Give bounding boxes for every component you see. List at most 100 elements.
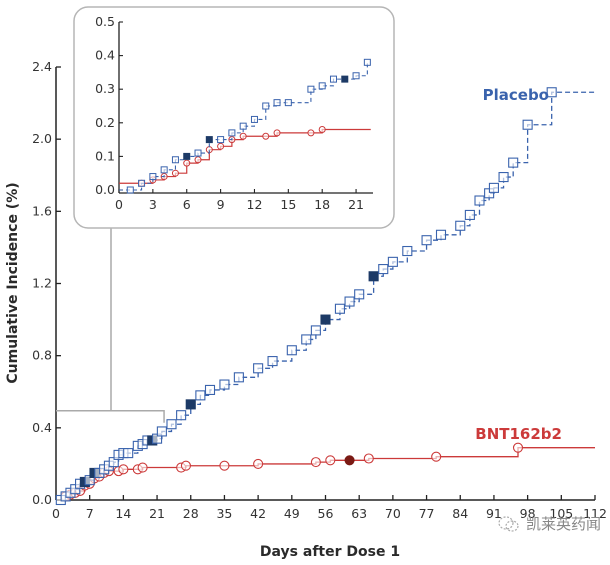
inset-placebo-marker <box>352 72 360 80</box>
inset-placebo-marker <box>284 99 292 107</box>
inset-placebo-marker <box>194 149 202 157</box>
wechat-icon <box>498 515 519 532</box>
inset-y-tick-label: 0.2 <box>95 115 115 130</box>
placebo-marker <box>508 157 519 168</box>
inset-placebo-marker <box>363 58 371 66</box>
placebo-marker <box>498 172 509 183</box>
placebo-marker <box>219 379 230 390</box>
placebo-marker <box>204 384 216 395</box>
labels-layer: Days after Dose 1 Cumulative Incidence (… <box>5 86 562 560</box>
placebo-marker <box>522 119 533 130</box>
placebo-marker <box>474 195 485 206</box>
bnt162b2-marker <box>344 455 355 466</box>
inset-bnt162b2-marker <box>217 142 225 150</box>
inset-placebo-marker <box>250 115 258 123</box>
bnt162b2-marker <box>363 453 374 464</box>
bnt162b2-marker <box>512 442 524 453</box>
x-tick-label: 28 <box>183 506 199 521</box>
bnt162b2-marker <box>219 460 230 471</box>
bracket-line <box>56 410 165 423</box>
x-tick-label: 84 <box>452 506 468 521</box>
y-tick-label: 0.8 <box>32 348 52 363</box>
y-tick-label: 0.4 <box>32 420 52 435</box>
placebo-marker <box>488 182 499 193</box>
placebo-marker <box>176 410 187 421</box>
y-tick-label: 0.0 <box>32 492 52 507</box>
main-axes: 0 7 14 21 28 35 42 49 56 63 70 77 84 91 98 105 1120.00.4… <box>32 59 607 521</box>
inset-y-tick-label: 0.3 <box>95 81 115 96</box>
x-tick-label: 105 <box>549 506 573 521</box>
inset-bnt162b2-marker <box>273 129 281 137</box>
inset-panel: 0 3 6 9 12 15 18 21 0.0 0.1 0.2 0.3 0.4 0.5 <box>73 6 395 229</box>
placebo-marker <box>123 448 134 459</box>
inset-y-tick-label: 0.5 <box>95 14 115 29</box>
x-tick-label: 42 <box>250 506 266 521</box>
placebo-marker <box>455 220 466 231</box>
inset-placebo-marker <box>160 166 168 174</box>
inset-bnt162b2-marker <box>318 126 326 134</box>
bnt162b2-marker <box>253 458 264 469</box>
x-tick-label: 7 <box>86 506 94 521</box>
placebo-marker <box>233 372 244 383</box>
y-tick-label: 2.4 <box>32 59 52 74</box>
x-axis-title: Days after Dose 1 <box>260 544 400 560</box>
watermark-text: 凯莱英药闻 <box>526 515 602 533</box>
x-tick-label: 70 <box>385 506 401 521</box>
inset-bnt162b2-marker <box>183 159 191 167</box>
inset-x-tick-label: 21 <box>348 197 364 212</box>
bnt162b2-marker <box>180 460 191 471</box>
watermark: 凯莱英药闻 <box>498 513 601 534</box>
inset-placebo-marker <box>273 99 281 107</box>
inset-placebo-marker <box>228 129 236 137</box>
inset-bnt162b2-marker <box>171 169 179 177</box>
y-tick-label: 1.6 <box>32 203 52 218</box>
x-tick-label: 98 <box>520 506 536 521</box>
bnt162b2-marker <box>310 457 321 468</box>
inset-x-tick-label: 0 <box>115 197 123 212</box>
inset-placebo-marker <box>183 152 191 160</box>
placebo-marker <box>402 245 413 257</box>
inset-bnt162b2-marker <box>262 132 270 140</box>
inset-placebo-marker <box>205 136 213 144</box>
inset-placebo-marker <box>239 122 247 130</box>
inset-series-layer <box>119 58 371 194</box>
placebo-marker <box>267 356 278 367</box>
placebo-marker <box>464 209 475 220</box>
placebo-marker <box>320 314 331 325</box>
inset-placebo-marker <box>262 102 270 110</box>
placebo-marker <box>546 87 557 98</box>
placebo-marker <box>354 289 365 300</box>
inset-placebo-marker <box>126 186 134 194</box>
x-tick-label: 35 <box>216 506 232 521</box>
x-tick-label: 91 <box>486 506 502 521</box>
bnt162b2-line <box>65 447 595 498</box>
y-tick-label: 1.2 <box>32 276 52 291</box>
x-tick-label: 14 <box>115 506 131 521</box>
inset-zoom-bracket <box>56 228 165 423</box>
placebo-marker <box>166 419 177 430</box>
placebo-marker <box>195 390 206 401</box>
placebo-marker <box>435 229 447 240</box>
placebo-marker <box>344 296 355 307</box>
x-tick-label: 63 <box>351 506 367 521</box>
inset-placebo-marker <box>138 179 146 187</box>
placebo-marker <box>253 363 264 374</box>
placebo-marker <box>387 256 398 267</box>
placebo-series-label: Placebo <box>483 86 549 104</box>
bnt162b2-marker <box>118 464 129 475</box>
x-tick-label: 0 <box>52 506 60 521</box>
inset-x-tick-label: 6 <box>183 197 191 212</box>
inset-y-tick-label: 0.0 <box>95 182 115 197</box>
bnt162b2-marker <box>137 462 148 473</box>
inset-placebo-marker <box>318 82 326 90</box>
x-tick-label: 112 <box>583 506 607 521</box>
inset-placebo-marker <box>217 136 225 144</box>
y-tick-label: 2.0 <box>32 131 52 146</box>
bnt162b2-marker <box>325 455 336 466</box>
placebo-marker <box>421 235 432 246</box>
inset-y-tick-label: 0.4 <box>95 48 115 63</box>
placebo-marker <box>368 271 379 282</box>
inset-y-tick-label: 0.1 <box>95 148 115 163</box>
inset-placebo-marker <box>171 156 179 164</box>
